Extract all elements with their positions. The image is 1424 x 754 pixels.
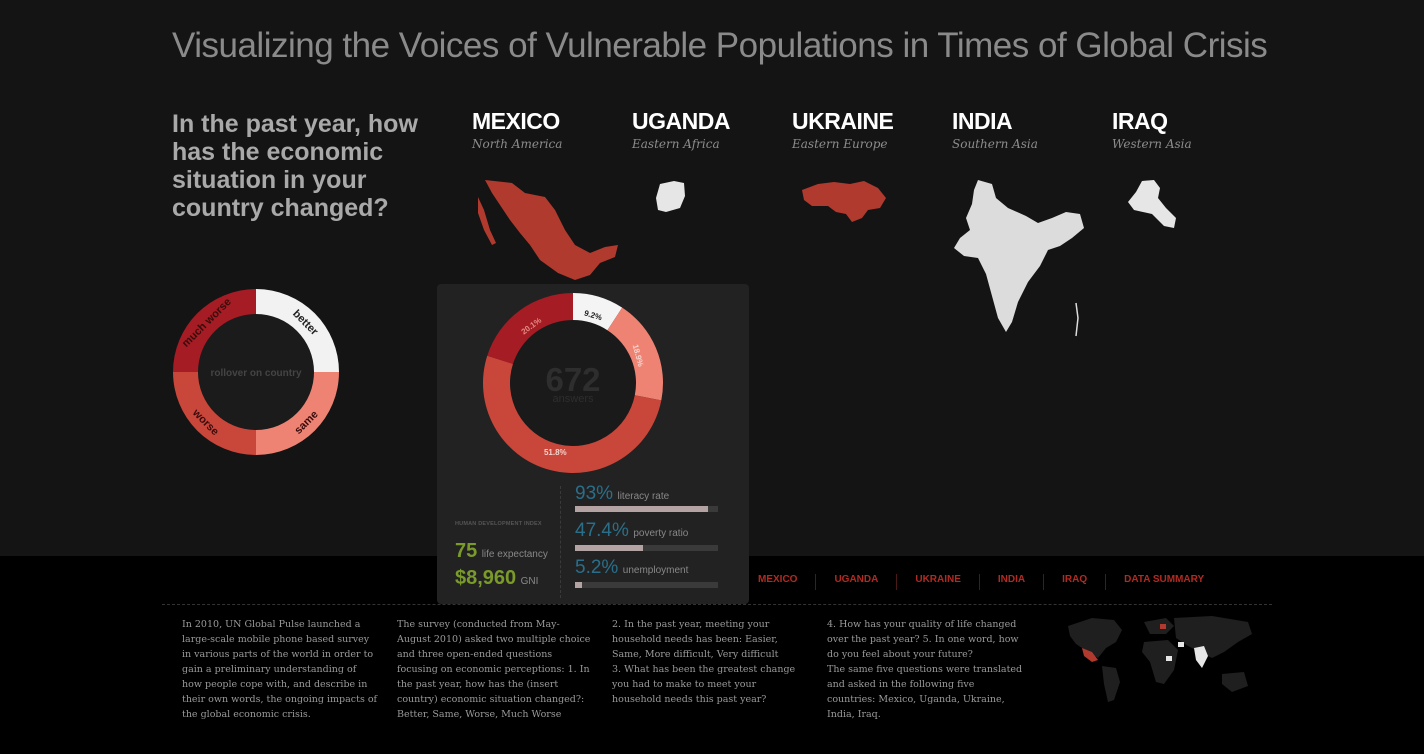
unemployment-stat: 5.2% unemployment xyxy=(575,557,688,579)
gni-stat: $8,960 GNI xyxy=(455,567,538,590)
donut-slice-better[interactable] xyxy=(573,293,623,331)
page-title: Visualizing the Voices of Vulnerable Pop… xyxy=(172,26,1268,65)
answers-count: 672 xyxy=(545,361,600,398)
poverty-label: poverty ratio xyxy=(633,528,689,539)
country-name: UGANDA xyxy=(632,108,730,134)
uganda-map-icon[interactable] xyxy=(652,178,692,218)
country-region: Southern Asia xyxy=(952,137,1038,151)
info-column-2: The survey (conducted from May-August 20… xyxy=(397,617,593,722)
donut-slice-much-worse[interactable] xyxy=(487,293,573,364)
unemployment-value: 5.2% xyxy=(575,557,619,578)
answers-label: answers xyxy=(553,393,594,405)
info-column-4: 4. How has your quality of life changed … xyxy=(827,617,1023,722)
unemployment-bar-fill xyxy=(575,582,583,588)
country-mexico[interactable]: MEXICO North America xyxy=(472,108,562,151)
poverty-bar-fill xyxy=(575,545,643,551)
country-name: INDIA xyxy=(952,108,1013,134)
literacy-bar-fill xyxy=(575,506,708,512)
nav-uganda[interactable]: UGANDA xyxy=(815,574,896,590)
legend-center-text: rollover on country xyxy=(210,368,302,379)
poverty-bar xyxy=(575,545,718,551)
literacy-label: literacy rate xyxy=(617,491,670,502)
country-name: MEXICO xyxy=(472,108,560,134)
legend-segment-worse xyxy=(173,372,256,455)
life-expectancy-label: life expectancy xyxy=(481,549,548,560)
country-region: Western Asia xyxy=(1112,137,1192,151)
info-text: The survey (conducted from May-August 20… xyxy=(397,619,591,720)
country-iraq[interactable]: IRAQ Western Asia xyxy=(1112,108,1192,151)
donut-value-label: 51.8% xyxy=(544,448,567,457)
unemployment-bar xyxy=(575,582,718,588)
country-region: Eastern Europe xyxy=(792,137,888,151)
info-text: In 2010, UN Global Pulse launched a larg… xyxy=(182,619,378,720)
country-nav: MEXICO UGANDA UKRAINE INDIA IRAQ DATA SU… xyxy=(740,574,1222,590)
footer-divider xyxy=(162,604,1272,605)
nav-ukraine[interactable]: UKRAINE xyxy=(896,574,979,590)
poverty-stat: 47.4% poverty ratio xyxy=(575,520,688,542)
country-region: North America xyxy=(472,137,563,151)
world-map-icon[interactable] xyxy=(1062,612,1257,708)
literacy-value: 93% xyxy=(575,483,614,504)
info-column-1: In 2010, UN Global Pulse launched a larg… xyxy=(182,617,378,722)
hdi-heading: HUMAN DEVELOPMENT INDEX xyxy=(455,521,542,527)
country-india[interactable]: INDIA Southern Asia xyxy=(952,108,1038,151)
donut-slice-worse[interactable] xyxy=(482,355,662,474)
stats-divider xyxy=(560,486,561,598)
country-ukraine[interactable]: UKRAINE Eastern Europe xyxy=(792,108,894,151)
nav-iraq[interactable]: IRAQ xyxy=(1043,574,1105,590)
info-text: 2. In the past year, meeting your househ… xyxy=(612,619,796,705)
gni-label: GNI xyxy=(520,576,539,587)
india-map-icon[interactable] xyxy=(948,178,1093,343)
legend-donut-center xyxy=(198,314,314,430)
country-region: Eastern Africa xyxy=(632,137,720,151)
nav-data-summary[interactable]: DATA SUMMARY xyxy=(1105,574,1222,590)
legend-segment-much-worse xyxy=(173,289,256,372)
life-expectancy-stat: 75 life expectancy xyxy=(455,540,548,563)
life-expectancy-value: 75 xyxy=(455,540,478,562)
literacy-bar xyxy=(575,506,718,512)
unemployment-label: unemployment xyxy=(622,565,689,576)
answers-donut-chart[interactable]: 9.2%18.9%51.8%20.1% 672 answers xyxy=(482,292,664,474)
donut-slice-same[interactable] xyxy=(607,307,663,401)
survey-question: In the past year, how has the economic s… xyxy=(172,110,418,222)
literacy-stat: 93% literacy rate xyxy=(575,483,669,505)
nav-india[interactable]: INDIA xyxy=(978,574,1043,590)
country-name: UKRAINE xyxy=(792,108,894,134)
ukraine-map-icon[interactable] xyxy=(800,178,890,226)
country-uganda[interactable]: UGANDA Eastern Africa xyxy=(632,108,730,151)
info-column-3: 2. In the past year, meeting your househ… xyxy=(612,617,808,707)
info-text: 4. How has your quality of life changed … xyxy=(827,619,1023,720)
gni-value: $8,960 xyxy=(455,567,517,589)
poverty-value: 47.4% xyxy=(575,520,629,541)
donut-center xyxy=(510,320,636,446)
legend-segment-better xyxy=(256,289,339,372)
mexico-map-icon[interactable] xyxy=(470,175,630,285)
nav-mexico[interactable]: MEXICO xyxy=(758,574,798,585)
country-name: IRAQ xyxy=(1112,108,1168,134)
iraq-map-icon[interactable] xyxy=(1124,178,1182,232)
legend-segment-same xyxy=(256,372,339,455)
